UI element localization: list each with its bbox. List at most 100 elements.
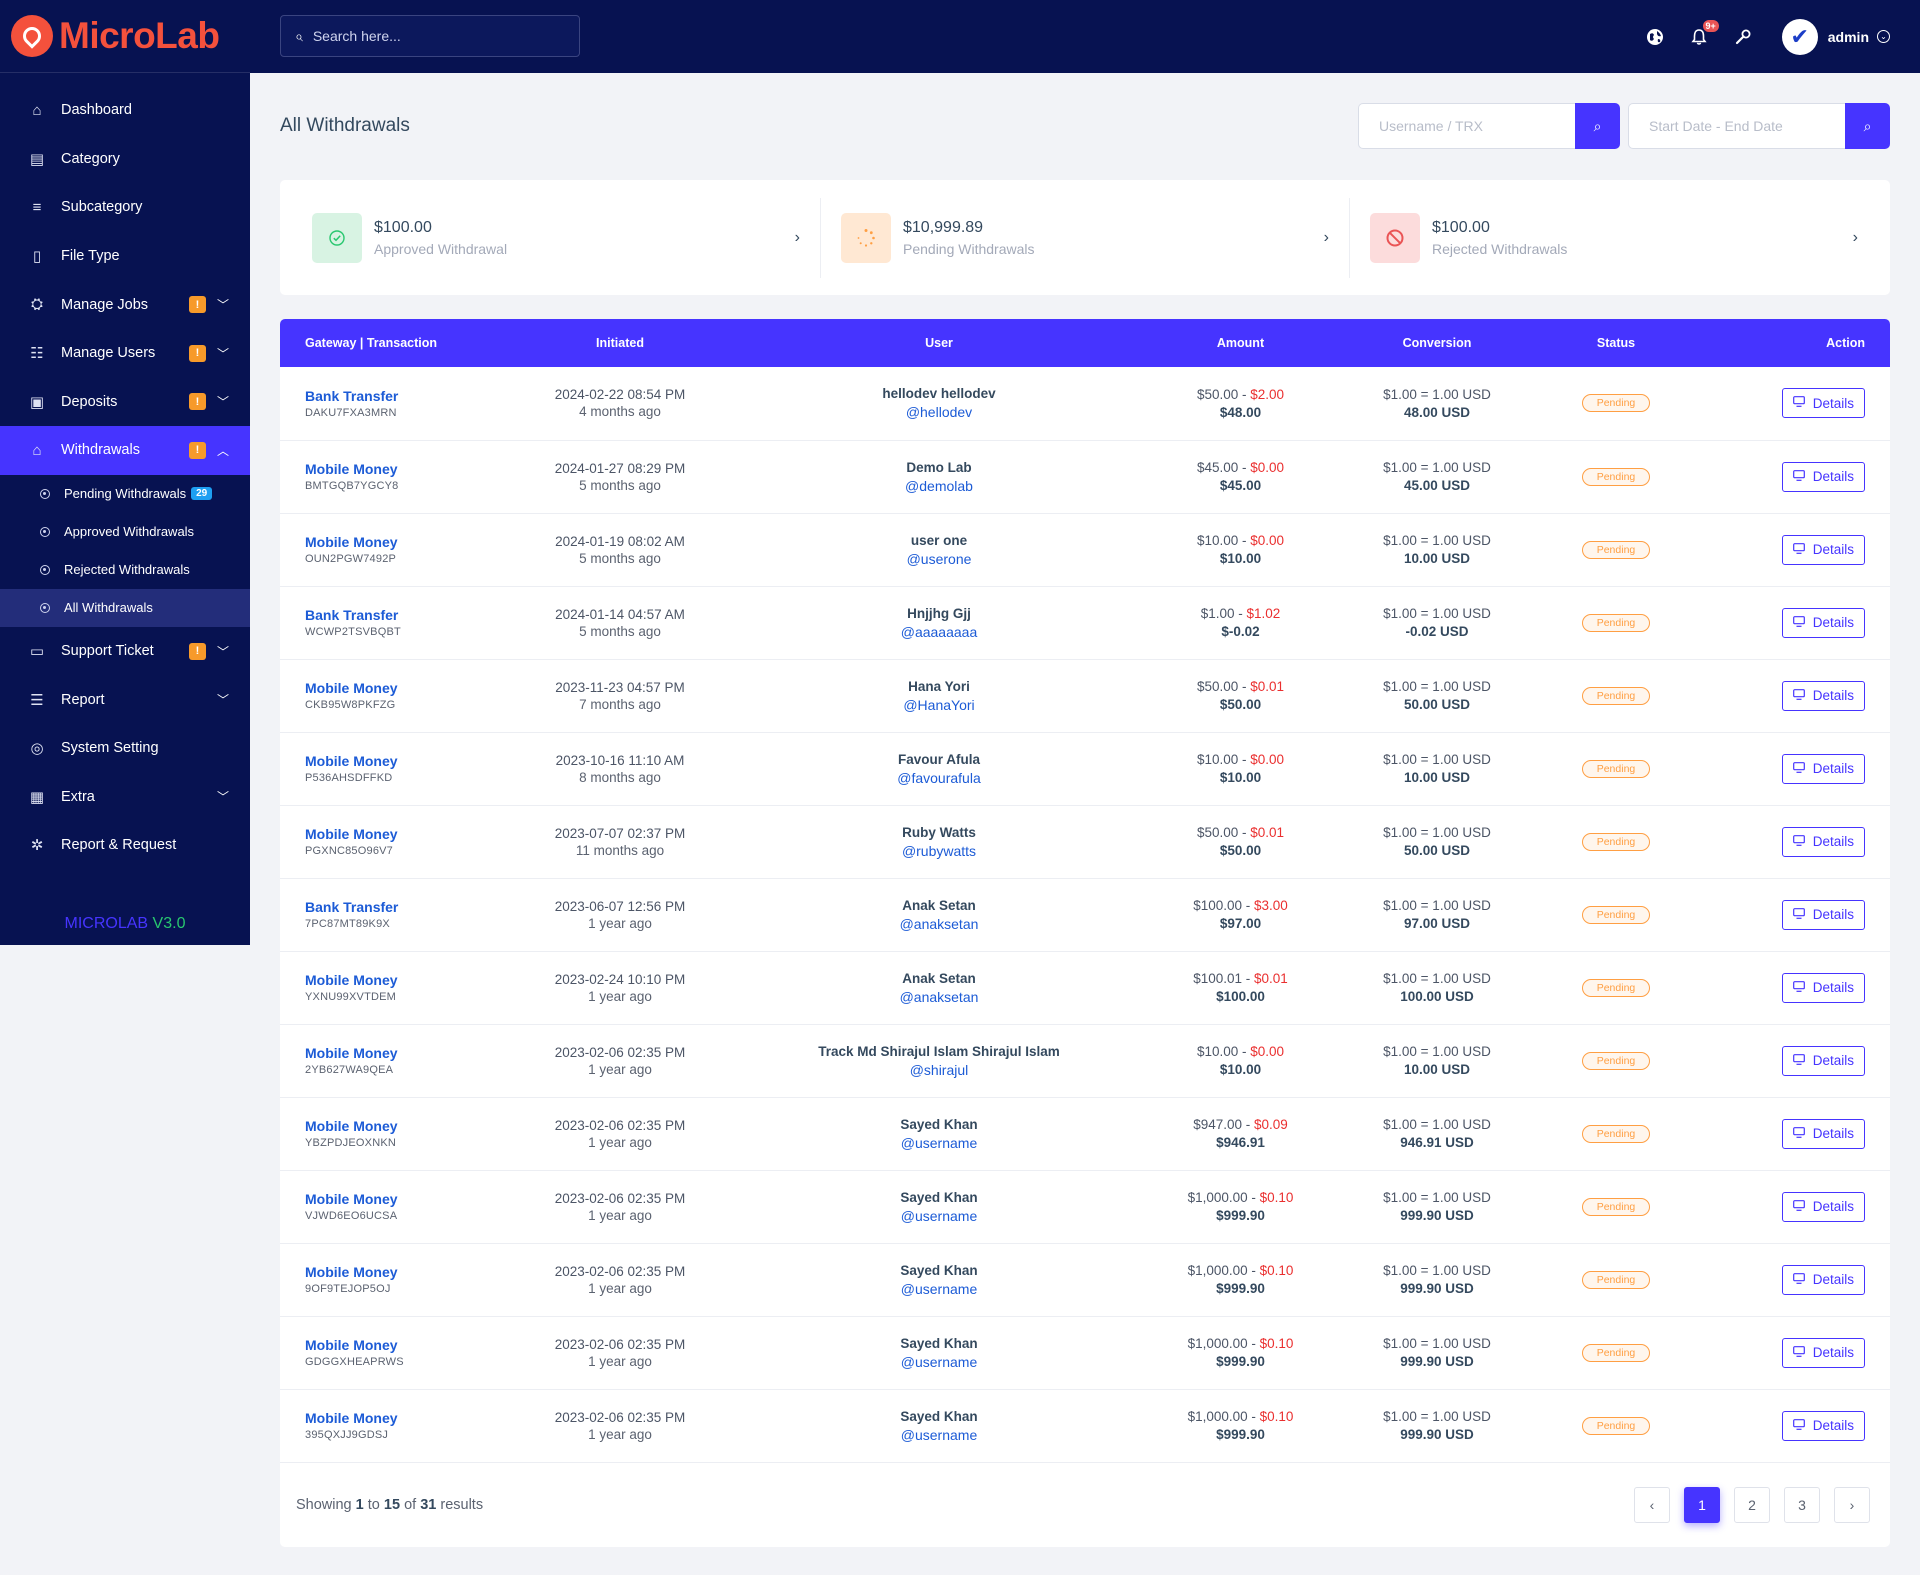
details-button[interactable]: Details (1781, 826, 1865, 857)
details-button[interactable]: Details (1781, 972, 1865, 1003)
cell-action: Details (1681, 1024, 1890, 1098)
page-prev-button[interactable]: ‹ (1634, 1486, 1670, 1523)
date-range-input[interactable] (1628, 103, 1845, 149)
cell-conversion: $1.00 = 1.00 USD 999.90 USD (1323, 1243, 1551, 1317)
cell-action: Details (1681, 513, 1890, 587)
initiated-ago: 1 year ago (588, 1280, 652, 1296)
sidebar-item-withdrawals[interactable]: ⌂ Withdrawals! ︿ (0, 426, 250, 475)
monitor-icon (1792, 1418, 1805, 1433)
sidebar-item-deposits[interactable]: ▣ Deposits! ﹀ (0, 378, 250, 427)
details-button[interactable]: Details (1781, 1264, 1865, 1295)
submenu-item-pending-withdrawals[interactable]: Pending Withdrawals 29 (0, 475, 250, 513)
monitor-icon (1792, 396, 1805, 410)
warning-badge: ! (189, 393, 206, 411)
details-button[interactable]: Details (1781, 534, 1865, 565)
details-button[interactable]: Details (1781, 461, 1865, 492)
user-handle-link[interactable]: @username (900, 1134, 978, 1151)
user-handle-link[interactable]: @aaaaaaaa (900, 623, 978, 640)
user-menu[interactable]: ✔ admin ⌄ (1781, 18, 1890, 55)
sidebar-item-category[interactable]: ▤ Category (0, 135, 250, 184)
sidebar-item-subcategory[interactable]: ≡ Subcategory (0, 183, 250, 232)
username-trx-input[interactable] (1358, 103, 1575, 149)
cell-initiated: 2024-01-19 08:02 AM 5 months ago (520, 513, 720, 587)
user-handle-link[interactable]: @favourafula (897, 769, 981, 786)
submenu-item-rejected-withdrawals[interactable]: Rejected Withdrawals (0, 551, 250, 589)
user-handle-link[interactable]: @username (900, 1353, 978, 1370)
gateway-name: Mobile Money (305, 1410, 398, 1426)
details-button[interactable]: Details (1781, 1191, 1865, 1222)
page-button-1[interactable]: 1 (1684, 1486, 1720, 1523)
user-handle-link[interactable]: @anaksetan (899, 988, 979, 1005)
user-handle-link[interactable]: @username (900, 1280, 978, 1297)
table-row: Mobile Money GDGGXHEAPRWS 2023-02-06 02:35… (280, 1316, 1890, 1390)
user-handle-link[interactable]: @hellodev (905, 404, 973, 421)
warning-badge: ! (189, 642, 206, 660)
user-handle-link[interactable]: @HanaYori (903, 696, 975, 713)
initiated-date: 2023-02-06 02:35 PM (554, 1190, 686, 1206)
sidebar-item-file-type[interactable]: ▯ File Type (0, 232, 250, 281)
monitor-icon (1792, 542, 1805, 557)
amount-line: $50.00 - $2.00 (1196, 386, 1285, 402)
stat-amount: $100.00 (1432, 218, 1490, 236)
stat-widget-green[interactable]: $100.00 Approved Withdrawal › (292, 197, 821, 278)
home-icon: ⌂ (32, 101, 42, 119)
user-handle-link[interactable]: @username (900, 1426, 978, 1443)
search-box[interactable]: ⌕ (280, 15, 580, 57)
page-button-2[interactable]: 2 (1734, 1486, 1770, 1523)
details-button[interactable]: Details (1781, 680, 1865, 711)
conversion-rate: $1.00 = 1.00 USD (1383, 1117, 1491, 1132)
cell-action: Details (1681, 659, 1890, 733)
stat-label: Approved Withdrawal (374, 240, 508, 257)
search-input[interactable] (312, 28, 553, 44)
sidebar-item-manage-users[interactable]: ☷ Manage Users! ﹀ (0, 329, 250, 378)
details-button[interactable]: Details (1781, 388, 1865, 419)
conversion-rate: $1.00 = 1.00 USD (1383, 1044, 1491, 1059)
sidebar-item-extra[interactable]: ▦ Extra ﹀ (0, 773, 250, 822)
sidebar-item-dashboard[interactable]: ⌂ Dashboard (0, 86, 250, 135)
submenu-item-all-withdrawals[interactable]: All Withdrawals (0, 588, 250, 627)
stat-widget-orange[interactable]: $10,999.89 Pending Withdrawals › (821, 197, 1350, 278)
conversion-rate: $1.00 = 1.00 USD (1383, 971, 1491, 986)
details-button[interactable]: Details (1781, 607, 1865, 638)
sidebar-item-report-request[interactable]: ✲ Report & Request (0, 821, 250, 870)
details-button[interactable]: Details (1781, 1337, 1865, 1368)
sidebar-item-label: Subcategory (61, 199, 143, 216)
globe-icon[interactable] (1644, 26, 1666, 48)
page-button-3[interactable]: 3 (1784, 1486, 1820, 1523)
notification-bell-icon[interactable]: 9+ (1688, 19, 1719, 48)
cell-action: Details (1681, 1389, 1890, 1463)
details-button[interactable]: Details (1781, 753, 1865, 784)
cell-initiated: 2023-02-24 10:10 PM 1 year ago (520, 951, 720, 1025)
sidebar-item-system-setting[interactable]: ◎ System Setting (0, 724, 250, 773)
amount-line: $50.00 - $0.01 (1196, 825, 1285, 840)
user-handle-link[interactable]: @userone (906, 550, 972, 567)
cell-initiated: 2024-01-14 04:57 AM 5 months ago (520, 586, 720, 660)
conversion-rate: $1.00 = 1.00 USD (1383, 1409, 1491, 1424)
sidebar-item-support-ticket[interactable]: ▭ Support Ticket! ﹀ (0, 627, 250, 676)
details-button[interactable]: Details (1781, 1410, 1865, 1441)
brand-logo[interactable]: MicroLab (0, 0, 250, 73)
wrench-icon[interactable] (1732, 26, 1754, 48)
cell-status: Pending (1551, 951, 1681, 1025)
user-handle-link[interactable]: @rubywatts (901, 842, 977, 859)
cell-action: Details (1681, 1097, 1890, 1171)
cell-action: Details (1681, 1170, 1890, 1244)
initiated-ago: 11 months ago (575, 842, 665, 858)
date-search-button[interactable]: ⌕ (1845, 103, 1890, 149)
cell-status: Pending (1551, 513, 1681, 587)
page-next-button[interactable]: › (1834, 1486, 1870, 1523)
details-button[interactable]: Details (1781, 1045, 1865, 1076)
user-search-button[interactable]: ⌕ (1575, 103, 1620, 149)
stat-widget-red[interactable]: $100.00 Rejected Withdrawals › (1350, 198, 1878, 278)
user-handle-link[interactable]: @shirajul (909, 1061, 969, 1078)
user-handle-link[interactable]: @username (900, 1207, 978, 1224)
submenu-item-approved-withdrawals[interactable]: Approved Withdrawals (0, 513, 250, 551)
user-handle-link[interactable]: @anaksetan (899, 915, 979, 932)
details-button[interactable]: Details (1781, 1118, 1865, 1149)
details-label: Details (1812, 1053, 1854, 1068)
details-button[interactable]: Details (1781, 899, 1865, 930)
user-handle-link[interactable]: @demolab (905, 477, 973, 494)
initiated-ago: 1 year ago (588, 988, 652, 1004)
sidebar-item-manage-jobs[interactable]: ⛭ Manage Jobs! ﹀ (0, 280, 250, 329)
sidebar-item-report[interactable]: ☰ Report ﹀ (0, 675, 250, 724)
